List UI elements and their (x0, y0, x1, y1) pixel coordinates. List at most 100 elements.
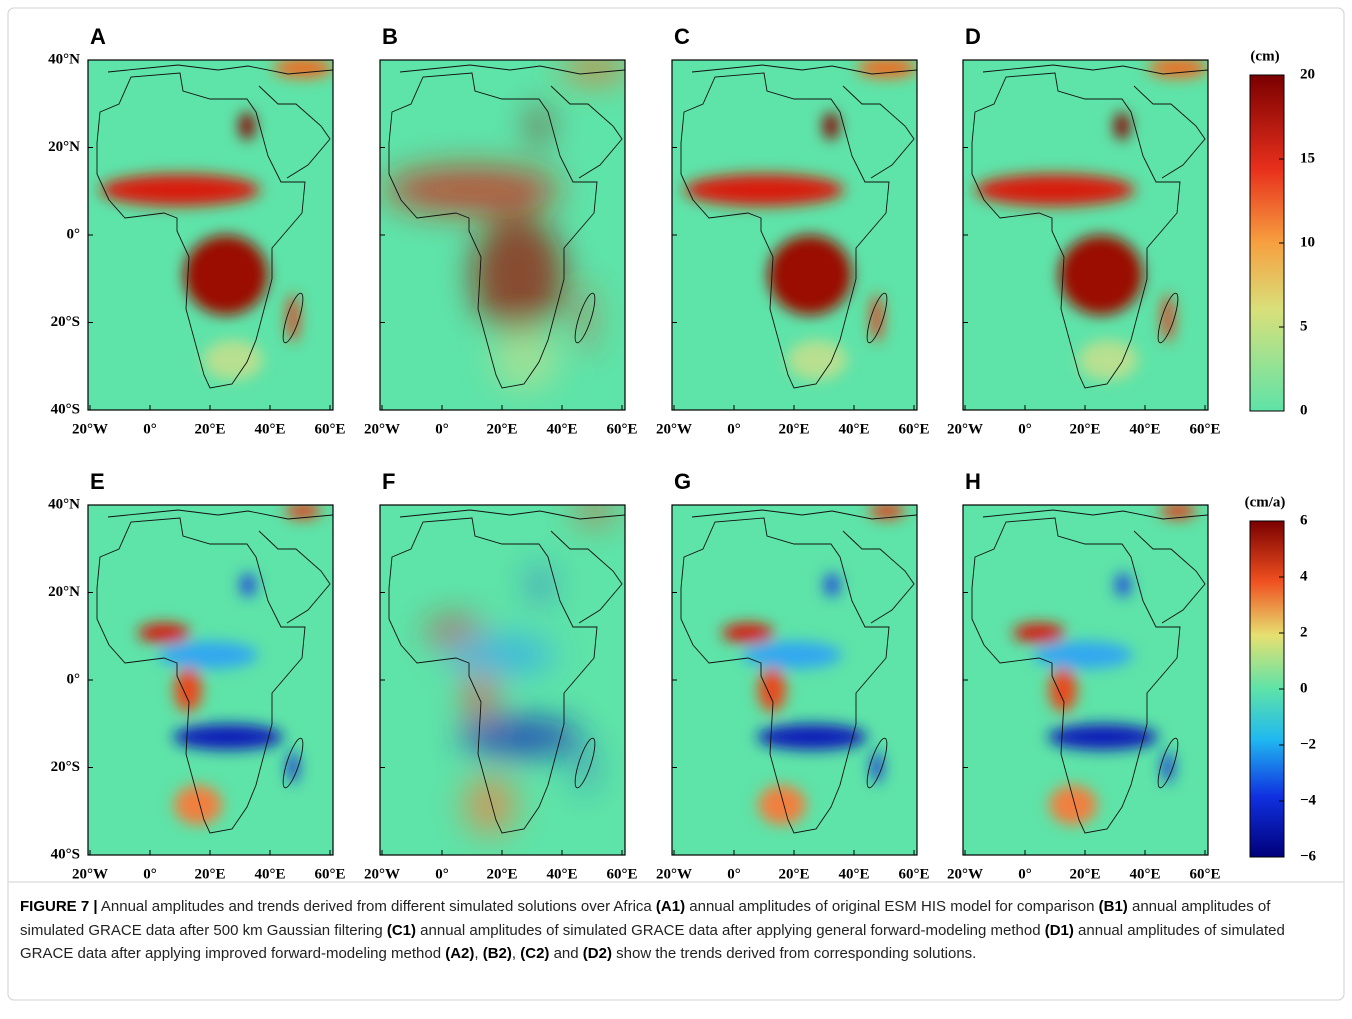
x-tick-label: 40°E (254, 421, 285, 437)
field-blob (758, 785, 806, 825)
y-tick-label: 0° (67, 671, 81, 687)
colorbar-tick-label: 0 (1300, 402, 1308, 418)
colorbar-tick-label: 2 (1300, 624, 1308, 640)
field-blob (138, 623, 190, 643)
x-tick-label: 20°E (1069, 421, 1100, 437)
y-tick-label: 40°N (48, 51, 80, 67)
x-tick-label: 40°E (1129, 421, 1160, 437)
x-tick-label: 40°E (546, 866, 577, 882)
x-tick-label: 20°W (364, 421, 400, 437)
x-tick-label: 60°E (606, 866, 637, 882)
x-tick-label: 20°W (72, 421, 108, 437)
map-content (380, 499, 625, 855)
map-content (963, 503, 1208, 855)
x-tick-label: 0° (1018, 421, 1032, 437)
x-tick-label: 20°W (947, 866, 983, 882)
x-tick-label: 20°W (656, 866, 692, 882)
colorbar-tick-label: −4 (1300, 792, 1317, 808)
x-tick-label: 20°E (1069, 866, 1100, 882)
field-blob (174, 668, 202, 712)
map-content (88, 503, 333, 855)
map (963, 503, 1208, 855)
y-tick-label: 40°N (48, 496, 80, 512)
field-blob (460, 718, 581, 757)
x-tick-label: 0° (435, 866, 449, 882)
field-blob (575, 499, 615, 523)
caption-text: Annual amplitudes and trends derived fro… (98, 898, 656, 915)
field-blob (100, 174, 260, 206)
colorbar-tick-label: 5 (1300, 318, 1308, 334)
colorbar-tick-label: 20 (1300, 66, 1315, 82)
field-blob (464, 775, 517, 835)
field-blob (562, 53, 628, 83)
map-content (672, 503, 917, 855)
map (380, 499, 625, 855)
x-tick-label: 20°W (947, 421, 983, 437)
field-blob (1059, 235, 1143, 315)
x-tick-label: 60°E (898, 421, 929, 437)
y-tick-label: 0° (67, 226, 81, 242)
field-blob (530, 105, 548, 147)
x-tick-label: 60°E (1189, 866, 1220, 882)
x-tick-label: 20°W (72, 866, 108, 882)
caption-bold: (B2) (483, 945, 512, 962)
field-blob (445, 634, 555, 676)
caption-text: annual amplitudes of original ESM HIS mo… (685, 898, 1099, 915)
panel-label: H (965, 469, 981, 494)
x-tick-label: 60°E (606, 421, 637, 437)
y-tick-label: 20°N (48, 139, 80, 155)
colorbar-tick-label: 0 (1300, 680, 1308, 696)
colorbar-tick-label: −6 (1300, 848, 1317, 864)
field-blob (824, 573, 840, 597)
colorbar-tick-label: 6 (1300, 512, 1308, 528)
field-blob (823, 112, 839, 140)
panel-label: D (965, 24, 981, 49)
x-tick-label: 40°E (546, 421, 577, 437)
colorbar (1250, 75, 1284, 411)
caption-bold: (B1) (1099, 898, 1128, 915)
x-tick-label: 0° (143, 866, 157, 882)
field-blob (273, 58, 333, 78)
panel-label: F (382, 469, 395, 494)
colorbar-unit: (cm/a) (1245, 494, 1286, 510)
map-content (380, 53, 628, 410)
x-tick-label: 0° (727, 866, 741, 882)
y-tick-label: 40°S (51, 401, 80, 417)
x-tick-label: 20°E (194, 421, 225, 437)
x-tick-label: 60°E (898, 866, 929, 882)
x-tick-label: 60°E (314, 421, 345, 437)
caption-bold: (A2) (445, 945, 474, 962)
field-blob (184, 235, 268, 315)
map (88, 503, 333, 855)
map-content (88, 58, 333, 410)
field-blob (1115, 573, 1131, 597)
colorbar-tick-label: −2 (1300, 736, 1316, 752)
caption-text: , (512, 945, 520, 962)
field-blob (1148, 58, 1208, 78)
field-blob (975, 174, 1135, 206)
x-tick-label: 40°E (1129, 866, 1160, 882)
field-blob (857, 58, 917, 78)
panel-label: C (674, 24, 690, 49)
caption: FIGURE 7 | Annual amplitudes and trends … (20, 895, 1326, 966)
field-blob (174, 785, 222, 825)
colorbar-unit: (cm) (1250, 48, 1279, 64)
caption-text: show the trends derived from correspondi… (612, 945, 976, 962)
map-content (672, 58, 917, 410)
field-blob (1049, 785, 1097, 825)
x-tick-label: 40°E (838, 866, 869, 882)
panel-label: E (90, 469, 105, 494)
caption-bold: (C1) (387, 922, 416, 939)
x-tick-label: 0° (143, 421, 157, 437)
field-blob (1114, 112, 1130, 140)
field-blob (240, 573, 256, 597)
caption-bold: (A1) (656, 898, 685, 915)
panel-label: B (382, 24, 398, 49)
y-tick-label: 20°N (48, 584, 80, 600)
x-tick-label: 20°E (486, 421, 517, 437)
map (380, 53, 628, 410)
x-tick-label: 40°E (838, 421, 869, 437)
field-blob (768, 235, 852, 315)
x-tick-label: 20°E (778, 866, 809, 882)
map (88, 58, 333, 410)
